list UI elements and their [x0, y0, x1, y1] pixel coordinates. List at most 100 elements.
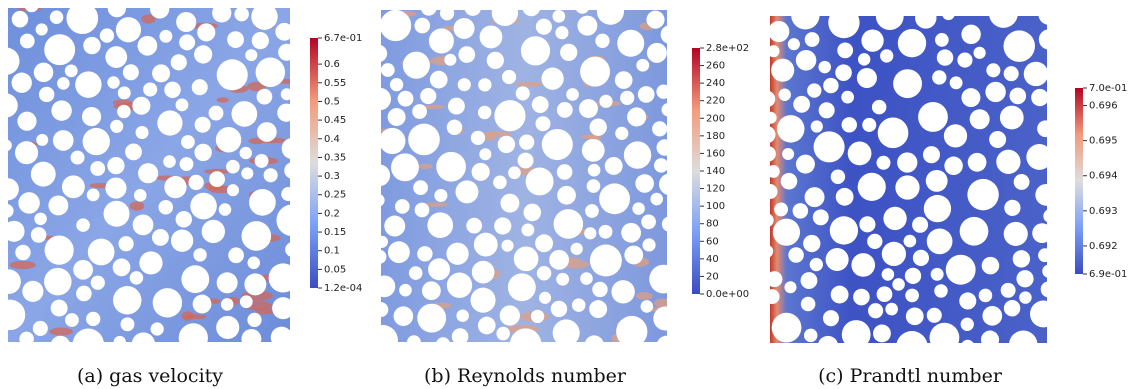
particle [281, 187, 290, 202]
particle [989, 131, 1007, 149]
particle [241, 221, 272, 251]
particle [244, 273, 267, 296]
particle [881, 268, 895, 281]
colorbar [310, 38, 318, 288]
particle [1009, 87, 1027, 105]
particle [137, 35, 158, 56]
particle [414, 17, 431, 34]
colorbar-label: 120 [706, 184, 725, 195]
particle [44, 235, 74, 265]
particle [1037, 120, 1047, 138]
particle [580, 56, 611, 87]
particle [784, 281, 797, 294]
particle [138, 163, 159, 184]
particle [519, 134, 535, 150]
colorbar-label: 0.692 [1089, 241, 1118, 252]
particle [132, 96, 151, 115]
particle [208, 105, 224, 121]
particle [117, 104, 131, 119]
particle [164, 175, 187, 199]
colorbar-label: 180 [706, 131, 725, 142]
particle [61, 175, 85, 199]
particle [51, 100, 72, 121]
particle [812, 209, 829, 226]
particle [586, 179, 601, 193]
particle [216, 272, 238, 294]
particle [653, 158, 667, 173]
particle [1003, 30, 1035, 62]
particle [853, 288, 870, 306]
particle [589, 244, 622, 277]
particle [515, 86, 530, 101]
particle [471, 260, 495, 284]
flow-streak [112, 99, 133, 106]
panel: 2.8e+02 260 240 220 200 180 160 140 120 100 80 60 40… [381, 10, 749, 387]
particle [856, 67, 877, 89]
particle [973, 46, 986, 59]
particle [201, 219, 225, 244]
particle [381, 275, 396, 298]
particle [81, 106, 102, 127]
particle [621, 222, 642, 243]
particle [803, 328, 818, 343]
particle [150, 8, 170, 19]
particle [859, 216, 876, 233]
particle [486, 51, 504, 70]
particle [1003, 66, 1019, 82]
particle [943, 124, 968, 148]
particle [151, 228, 169, 246]
particle [381, 45, 388, 62]
particle [427, 212, 454, 239]
colorbar-label: 6.9e-01 [1089, 269, 1127, 280]
particle [170, 54, 187, 71]
particle [1013, 174, 1030, 190]
particle [8, 204, 14, 218]
particle [496, 326, 510, 341]
particle [585, 204, 599, 218]
particle [86, 311, 101, 327]
particle [770, 245, 774, 257]
particle [277, 103, 290, 122]
particle [76, 285, 92, 302]
particle [657, 335, 667, 342]
particle [1035, 183, 1047, 206]
particle [871, 99, 887, 115]
particle [929, 322, 960, 343]
particle [530, 309, 545, 324]
particle [50, 299, 68, 317]
particle [491, 10, 519, 27]
particle [105, 46, 128, 68]
flow-streak [417, 163, 433, 170]
particle [556, 272, 570, 286]
particle [617, 29, 645, 57]
particle [444, 53, 457, 66]
colorbar-label: 0.693 [1089, 206, 1118, 217]
particle [133, 189, 147, 202]
particle [470, 130, 486, 146]
particle [157, 110, 183, 136]
particle [642, 238, 656, 252]
particle [17, 111, 37, 131]
flow-streak [483, 131, 512, 137]
particle [192, 294, 212, 314]
particle [493, 175, 507, 190]
particle [550, 300, 568, 318]
particle [961, 24, 981, 45]
particle [862, 117, 877, 132]
particle [847, 141, 872, 166]
particle [893, 69, 922, 99]
particle [110, 119, 124, 133]
particle [556, 102, 573, 118]
particle [48, 195, 69, 216]
particle [228, 247, 244, 264]
particle [35, 23, 48, 36]
particle [895, 175, 920, 200]
colorbar-label: 0.6 [324, 59, 340, 70]
particle [52, 130, 74, 151]
colorbar-label: 220 [706, 96, 725, 107]
particle [635, 174, 654, 193]
particle [1042, 264, 1047, 278]
particle [175, 211, 193, 228]
particle [417, 303, 447, 333]
